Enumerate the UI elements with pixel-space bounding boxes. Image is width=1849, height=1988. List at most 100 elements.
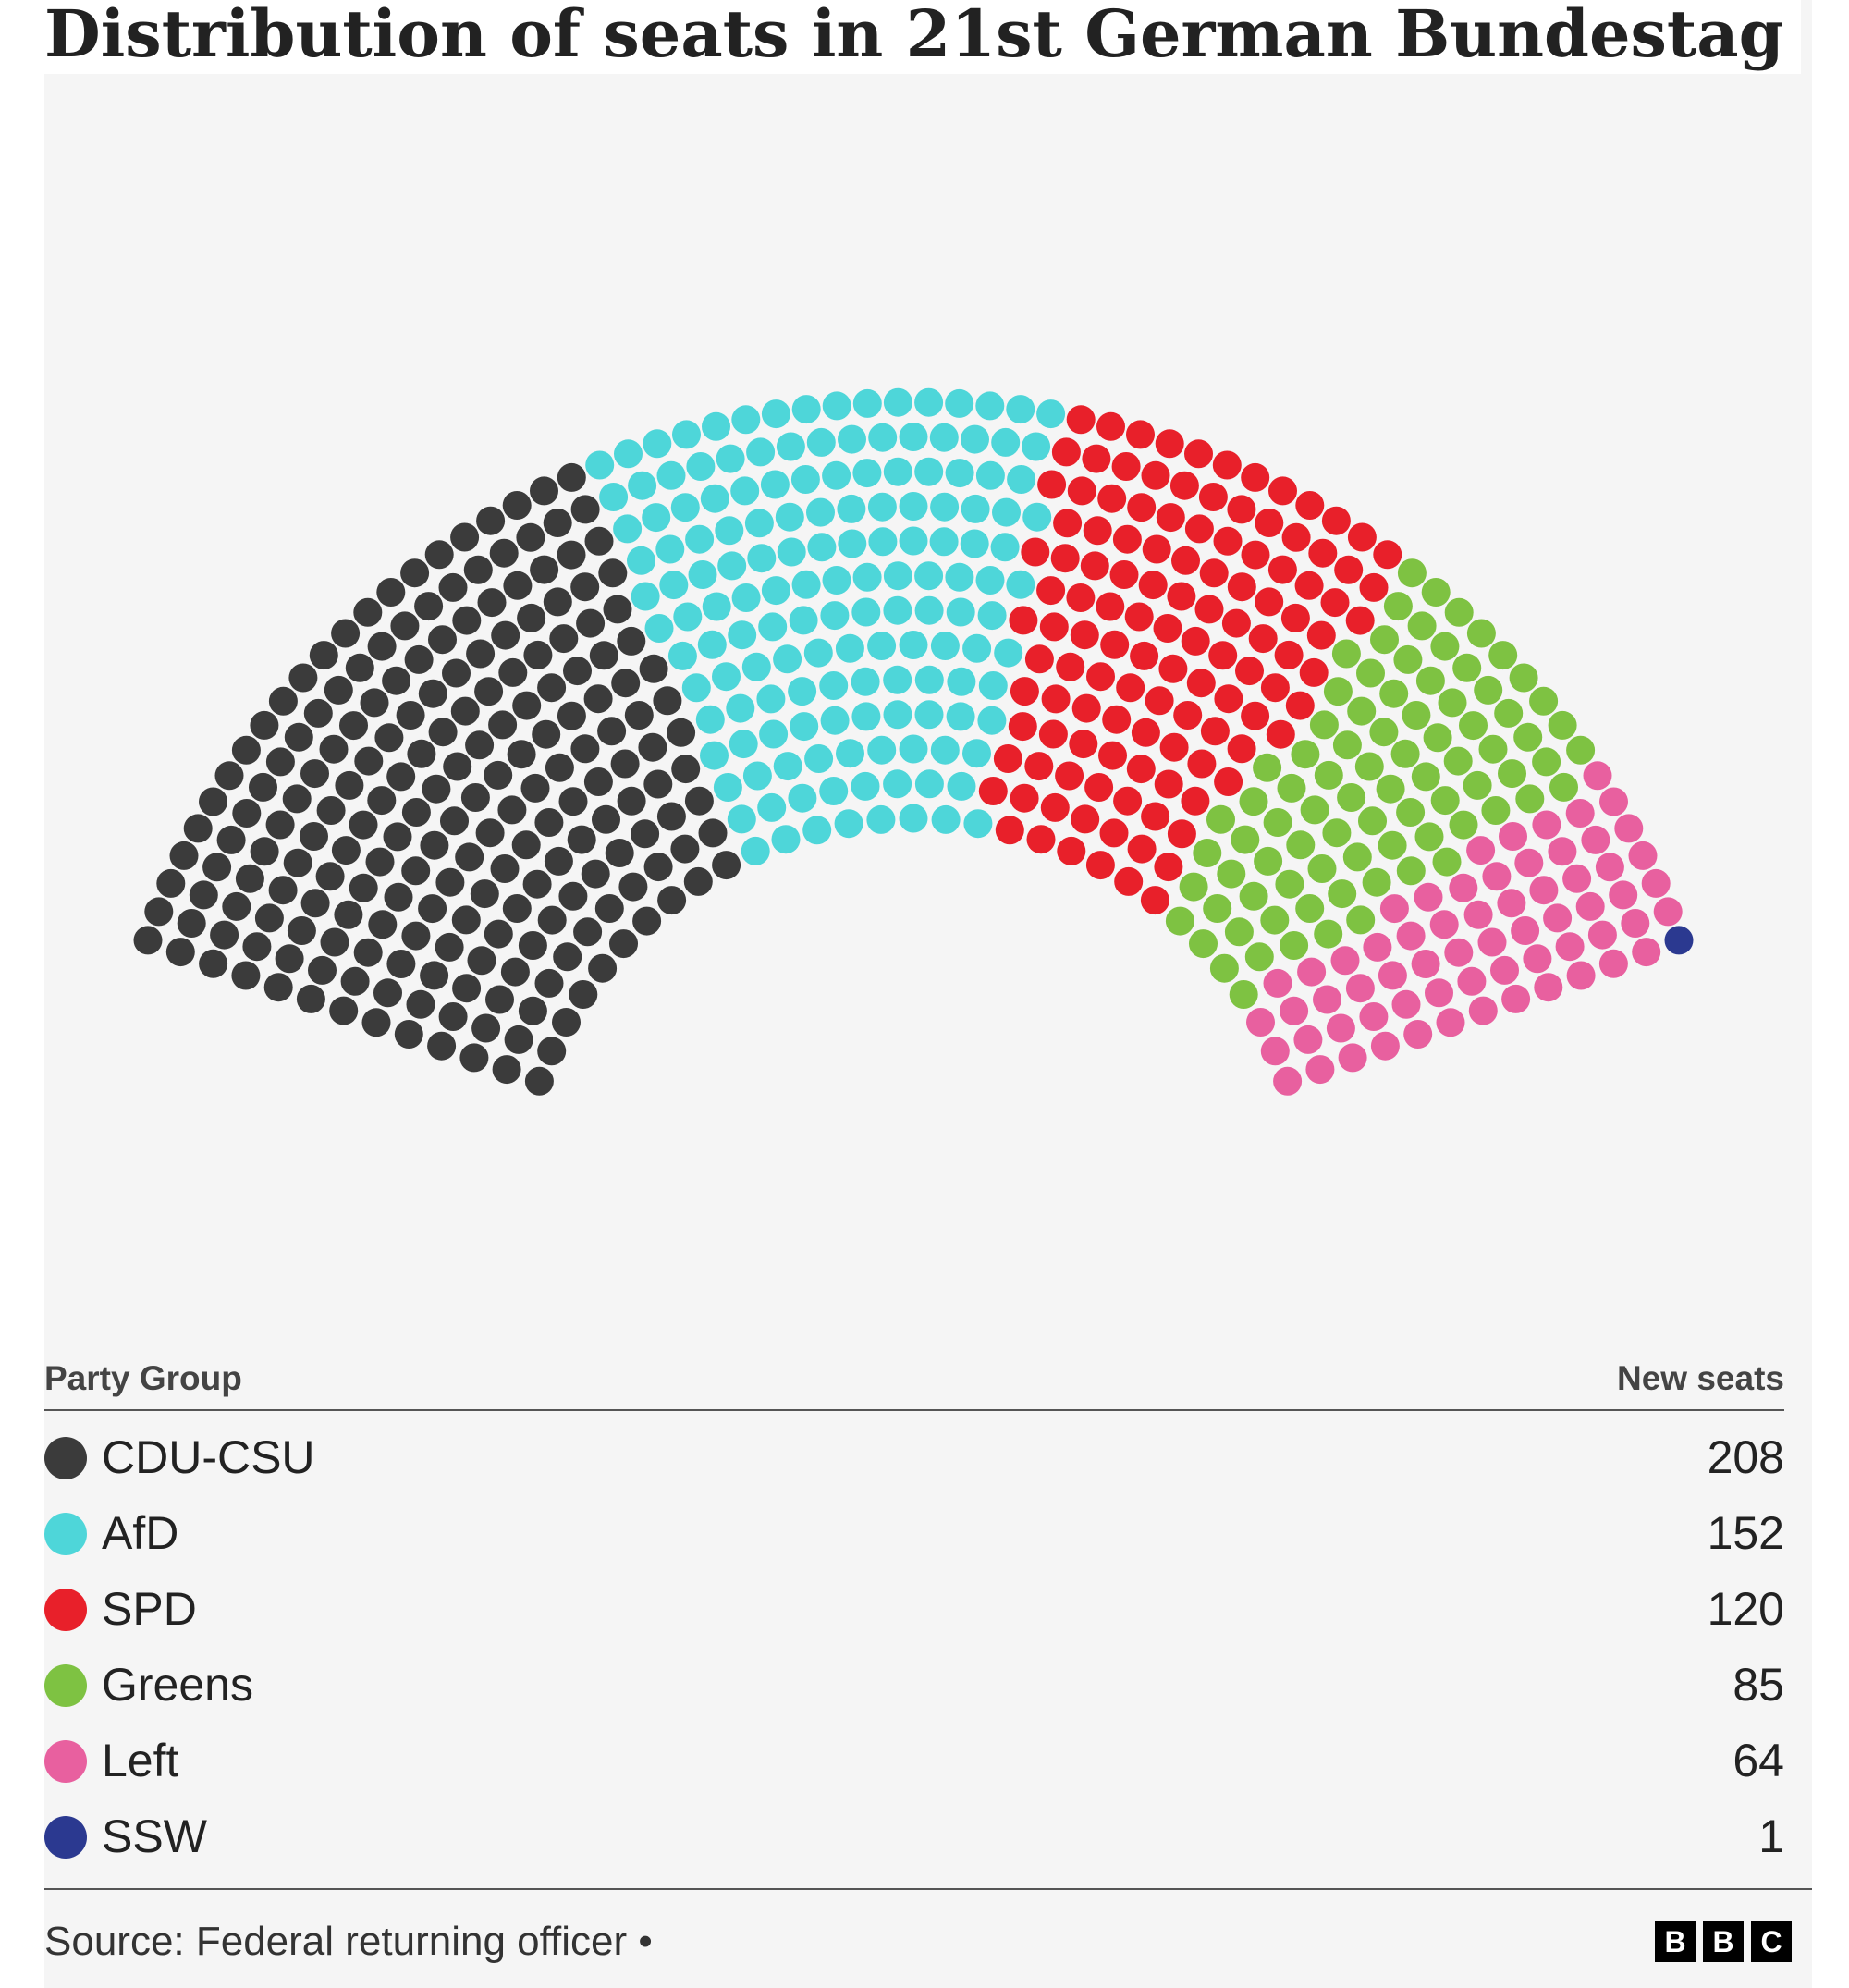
seat-cdu-csu [485, 985, 514, 1014]
seat-afd [672, 420, 701, 449]
seat-afd [820, 601, 850, 631]
seat-spd [1345, 606, 1375, 635]
seat-left [1391, 989, 1421, 1019]
seat-greens [1383, 592, 1413, 621]
seat-cdu-csu [450, 696, 480, 726]
seat-greens [1498, 759, 1526, 789]
seat-cdu-csu [427, 1031, 457, 1061]
seat-left [1628, 841, 1658, 870]
seat-afd [838, 529, 867, 558]
seat-greens [1488, 641, 1518, 670]
seat-spd [1268, 476, 1297, 506]
seat-cdu-csu [414, 592, 444, 621]
seat-cdu-csu [617, 786, 646, 816]
seat-spd [995, 816, 1024, 845]
seat-afd [771, 825, 801, 854]
seat-cdu-csu [210, 920, 239, 950]
seat-spd [1241, 701, 1270, 730]
seat-afd [643, 429, 672, 459]
seat-greens [1189, 929, 1218, 959]
seat-left [1378, 961, 1407, 990]
seat-afd [990, 533, 1020, 562]
seat-afd [1036, 399, 1066, 429]
seat-afd [945, 388, 974, 418]
source-note: Source: Federal returning officer • [44, 1919, 653, 1964]
seat-cdu-csu [532, 719, 561, 749]
seat-cdu-csu [265, 747, 295, 777]
seat-left [1566, 961, 1596, 990]
seat-spd [1227, 734, 1256, 764]
seat-afd [628, 471, 657, 500]
seat-cdu-csu [489, 538, 519, 568]
seat-cdu-csu [407, 739, 436, 768]
seat-cdu-csu [684, 786, 714, 816]
seat-left [1562, 864, 1592, 893]
seat-left [1338, 1043, 1367, 1073]
seat-cdu-csu [511, 830, 541, 860]
seat-left [1359, 1002, 1389, 1031]
seat-afd [731, 583, 761, 612]
seat-afd [756, 684, 786, 714]
seat-afd [899, 526, 928, 556]
seat-greens [1415, 666, 1445, 695]
seat-afd [759, 719, 789, 749]
seat-spd [1096, 592, 1125, 621]
seat-greens [1379, 679, 1409, 708]
seat-greens [1414, 822, 1444, 852]
seat-cdu-csu [631, 819, 660, 849]
seat-greens [1432, 847, 1462, 877]
seat-cdu-csu [353, 597, 383, 627]
legend-row: Left 64 [44, 1724, 1784, 1799]
seat-afd [883, 769, 912, 799]
seat-spd [1281, 522, 1311, 552]
seat-afd [670, 493, 700, 522]
seat-afd [627, 546, 655, 575]
seat-cdu-csu [504, 1025, 533, 1054]
seat-cdu-csu [530, 476, 558, 506]
seat-cdu-csu [584, 526, 614, 556]
seat-afd [791, 570, 821, 599]
bbc-logo-letter: B [1655, 1921, 1696, 1962]
seat-afd [1006, 395, 1035, 424]
seat-cdu-csu [712, 851, 741, 880]
seat-afd [899, 631, 928, 659]
seat-left [1599, 787, 1628, 816]
seat-afd [697, 630, 727, 659]
seat-afd [914, 595, 944, 625]
seat-afd [1007, 465, 1036, 494]
seat-left [1330, 946, 1360, 976]
seat-afd [700, 484, 729, 513]
seat-cdu-csu [324, 675, 353, 705]
seat-left [1305, 1055, 1335, 1085]
seat-spd [1154, 769, 1183, 799]
seat-afd [931, 804, 961, 834]
seat-afd [804, 744, 834, 773]
seat-greens [1407, 611, 1437, 641]
seat-afd [761, 576, 790, 606]
seat-afd [717, 551, 747, 581]
seat-afd [960, 529, 989, 558]
seat-greens [1466, 619, 1496, 648]
seat-greens [1549, 772, 1578, 802]
seat-cdu-csu [470, 879, 499, 909]
seat-cdu-csu [418, 894, 447, 924]
seat-cdu-csu [165, 938, 195, 967]
seat-cdu-csu [235, 864, 264, 893]
seat-left [1463, 900, 1493, 929]
seat-spd [1102, 705, 1132, 734]
seat-cdu-csu [283, 848, 312, 877]
seat-afd [975, 566, 1005, 595]
seat-cdu-csu [653, 686, 682, 716]
seat-greens [1548, 710, 1577, 740]
seat-cdu-csu [475, 818, 505, 848]
seat-cdu-csu [573, 917, 603, 947]
legend-seat-count: 1 [1758, 1810, 1784, 1862]
seat-afd [1006, 570, 1035, 599]
seat-greens [1165, 906, 1194, 936]
seat-afd [975, 460, 1005, 490]
seat-cdu-csu [386, 762, 416, 792]
seat-afd [673, 602, 703, 632]
seat-left [1565, 799, 1595, 828]
seat-cdu-csu [428, 718, 458, 747]
seat-greens [1323, 677, 1353, 706]
